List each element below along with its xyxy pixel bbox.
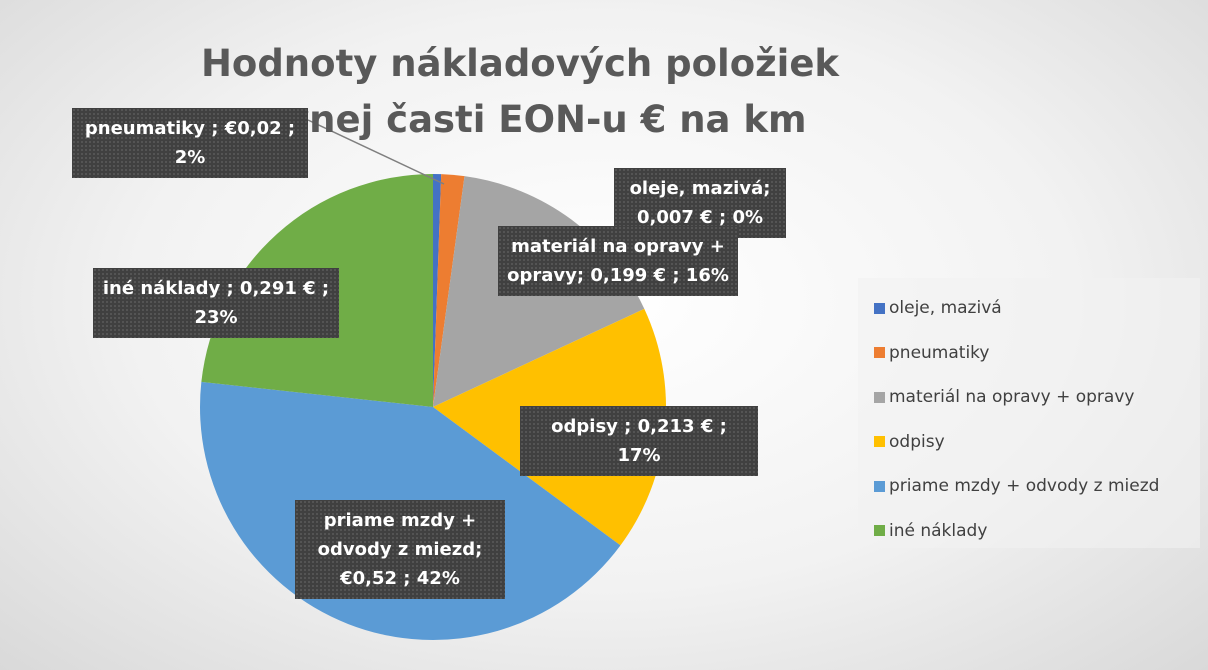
legend-item: materiál na opravy + opravy <box>858 375 1200 420</box>
legend-swatch <box>874 436 885 448</box>
data-label: pneumatiky ; €0,02 ; 2% <box>72 108 308 178</box>
pie-slice <box>433 174 442 407</box>
legend-item: priame mzdy + odvody z miezd <box>858 464 1200 509</box>
data-label: iné náklady ; 0,291 € ; 23% <box>93 268 339 338</box>
data-label: materiál na opravy + opravy; 0,199 € ; 1… <box>498 226 738 296</box>
legend-label: odpisy <box>889 431 945 452</box>
legend-swatch <box>874 525 885 537</box>
legend-item: odpisy <box>858 420 1200 465</box>
legend-label: iné náklady <box>889 520 988 541</box>
legend-label: oleje, mazivá <box>889 298 1002 319</box>
data-label: priame mzdy + odvody z miezd; €0,52 ; 42… <box>295 500 505 599</box>
legend-item: iné náklady <box>858 509 1200 554</box>
legend-swatch <box>874 302 885 314</box>
legend-label: priame mzdy + odvody z miezd <box>889 476 1160 497</box>
legend-label: materiál na opravy + opravy <box>889 387 1135 408</box>
legend-item: oleje, mazivá <box>858 286 1200 331</box>
legend-swatch <box>874 391 885 403</box>
chart-title: Hodnoty nákladových položiek pevnej čast… <box>200 42 840 141</box>
data-label: odpisy ; 0,213 € ; 17% <box>520 406 758 476</box>
legend-item: pneumatiky <box>858 331 1200 376</box>
legend-swatch <box>874 347 885 359</box>
pie-slice <box>433 174 465 407</box>
legend-label: pneumatiky <box>889 342 990 363</box>
leader-line <box>307 119 445 185</box>
legend: oleje, mazivá pneumatiky materiál na oprav… <box>858 278 1200 548</box>
legend-swatch <box>874 480 885 492</box>
